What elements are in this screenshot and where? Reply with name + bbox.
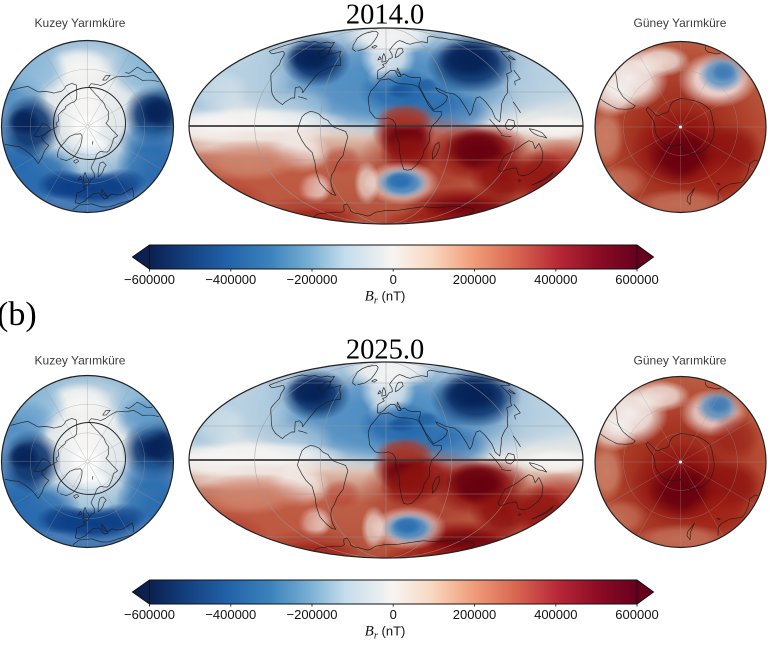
svg-text:2025.0: 2025.0 <box>346 335 424 366</box>
svg-text:Br (nT): Br (nT) <box>365 289 406 307</box>
svg-text:−200000: −200000 <box>287 607 338 622</box>
svg-text:−400000: −400000 <box>205 272 256 287</box>
svg-text:0: 0 <box>390 607 397 622</box>
svg-text:400000: 400000 <box>534 272 577 287</box>
svg-text:(b): (b) <box>0 296 37 333</box>
svg-text:−600000: −600000 <box>124 607 175 622</box>
svg-text:Kuzey Yarımküre: Kuzey Yarımküre <box>35 354 126 368</box>
svg-text:200000: 200000 <box>453 607 496 622</box>
svg-text:Güney Yarımküre: Güney Yarımküre <box>634 354 727 368</box>
svg-text:400000: 400000 <box>534 607 577 622</box>
svg-text:−400000: −400000 <box>205 607 256 622</box>
svg-text:200000: 200000 <box>453 272 496 287</box>
svg-text:Kuzey Yarımküre: Kuzey Yarımküre <box>35 16 126 30</box>
svg-text:0: 0 <box>390 272 397 287</box>
svg-text:−200000: −200000 <box>287 272 338 287</box>
svg-text:Güney Yarımküre: Güney Yarımküre <box>634 16 727 30</box>
svg-text:−600000: −600000 <box>124 272 175 287</box>
svg-text:Br (nT): Br (nT) <box>365 624 406 642</box>
svg-text:2014.0: 2014.0 <box>346 0 424 31</box>
svg-text:600000: 600000 <box>615 272 658 287</box>
svg-text:600000: 600000 <box>615 607 658 622</box>
